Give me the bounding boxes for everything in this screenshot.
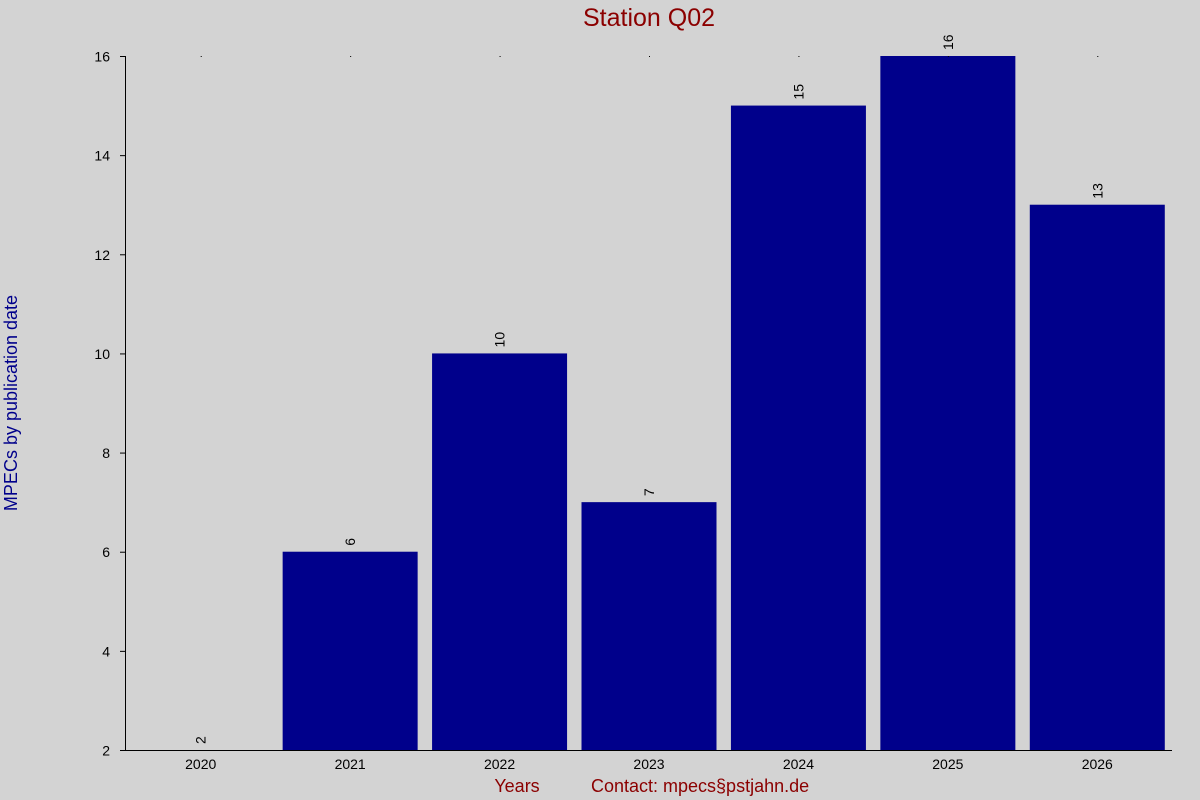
data-label-2024: 15 <box>790 84 806 100</box>
bar-2021 <box>282 551 418 750</box>
data-label-2022: 10 <box>492 332 508 348</box>
top-tick-2026 <box>1097 56 1099 57</box>
top-tick-2023 <box>649 56 650 57</box>
data-label-2021: 6 <box>342 538 358 546</box>
y-tick-label-4: 4 <box>102 643 110 659</box>
top-tick-2021 <box>350 56 352 57</box>
bar-2023 <box>581 502 717 750</box>
plot-area: 2 2020 6 2021 10 2022 7 2023 15 2024 16 2025 13 2026 2… <box>94 34 1172 772</box>
top-tick-2025 <box>947 56 949 57</box>
x-tick-label-2025: 2025 <box>932 756 963 772</box>
y-tick-label-10: 10 <box>94 346 110 362</box>
y-axis-label: MPECs by publication date <box>1 295 21 511</box>
x-tick-label-2021: 2021 <box>335 756 366 772</box>
y-tick-label-16: 16 <box>94 49 110 65</box>
top-tick-2020 <box>200 56 202 57</box>
data-label-2023: 7 <box>641 488 657 496</box>
x-tick-label-2026: 2026 <box>1082 756 1113 772</box>
bar-2025 <box>880 56 1016 750</box>
y-tick-label-8: 8 <box>102 445 110 461</box>
data-label-2026: 13 <box>1089 183 1105 199</box>
contact-footer: Contact: mpecs§pstjahn.de <box>591 776 809 796</box>
x-tick-label-2023: 2023 <box>633 756 664 772</box>
x-tick-label-2020: 2020 <box>185 756 216 772</box>
data-label-2025: 16 <box>940 34 956 50</box>
x-tick-label-2022: 2022 <box>484 756 515 772</box>
y-tick-label-6: 6 <box>102 544 110 560</box>
y-tick-label-2: 2 <box>102 743 110 759</box>
chart-title: Station Q02 <box>583 4 715 32</box>
top-tick-2024 <box>798 56 800 57</box>
bar-2026 <box>1029 204 1165 750</box>
bar-2022 <box>432 353 568 750</box>
data-label-2020: 2 <box>193 736 209 744</box>
y-tick-label-14: 14 <box>94 148 110 164</box>
y-tick-label-12: 12 <box>94 247 110 263</box>
bar-2024 <box>730 105 866 751</box>
top-tick-2022 <box>499 56 501 57</box>
x-tick-label-2024: 2024 <box>783 756 814 772</box>
x-axis-label: Years <box>494 776 539 796</box>
